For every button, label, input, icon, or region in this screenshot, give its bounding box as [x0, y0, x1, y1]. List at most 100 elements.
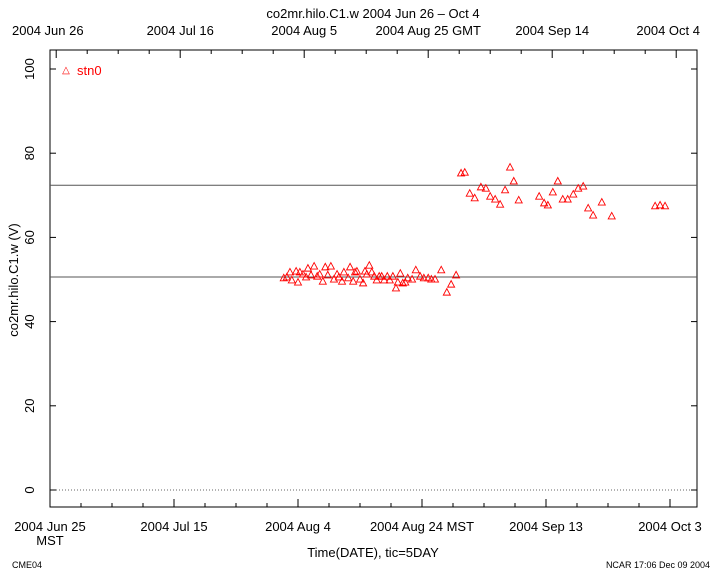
- data-point: [578, 181, 588, 190]
- legend: △ stn0: [62, 63, 101, 78]
- data-point: [306, 270, 316, 279]
- data-point: [607, 211, 616, 220]
- data-point: [293, 277, 303, 286]
- y-tick-label: 80: [22, 146, 37, 160]
- data-point: [460, 167, 470, 176]
- data-point: [282, 272, 292, 281]
- data-point: [352, 266, 362, 275]
- data-point: [295, 267, 305, 276]
- data-point: [391, 283, 401, 292]
- data-point: [315, 269, 324, 278]
- x-tick-label: 2004 Jun 25: [14, 519, 86, 534]
- x-tick-label: 2004 Aug 4: [265, 519, 331, 534]
- data-point: [385, 275, 395, 284]
- data-point: [358, 278, 368, 287]
- data-point: [279, 273, 288, 282]
- data-point: [442, 287, 452, 296]
- data-point: [476, 182, 486, 191]
- data-point: [563, 194, 572, 203]
- data-point: [583, 203, 593, 212]
- y-tick-label: 60: [22, 230, 37, 244]
- data-point: [312, 271, 322, 280]
- x-tick-label: 2004 Jul 15: [140, 519, 207, 534]
- data-point: [446, 279, 456, 288]
- data-point: [451, 270, 461, 279]
- data-point: [588, 210, 598, 219]
- data-point: [553, 176, 563, 185]
- data-point: [309, 261, 319, 270]
- y-axis-label: co2mr.hilo.C1.w (V): [6, 223, 21, 336]
- data-point: [285, 267, 295, 276]
- data-point: [343, 273, 353, 282]
- x-tick-sub-label: MST: [36, 533, 64, 548]
- data-point: [481, 183, 491, 192]
- data-point: [379, 275, 389, 284]
- y-tick-label: 40: [22, 314, 37, 328]
- data-point: [396, 268, 405, 277]
- data-point: [318, 276, 328, 285]
- data-point: [650, 201, 660, 210]
- y-tick-label: 0: [22, 486, 37, 493]
- data-point: [350, 267, 360, 276]
- data-point: [569, 189, 578, 198]
- x-tick-label-top: 2004 Jul 16: [147, 23, 214, 38]
- data-point: [348, 276, 358, 285]
- data-point: [298, 269, 308, 278]
- data-point: [495, 199, 505, 208]
- data-point: [337, 276, 347, 285]
- footer-left: CME04: [12, 560, 42, 570]
- data-point: [534, 191, 544, 200]
- data-point: [539, 198, 549, 207]
- legend-label: stn0: [77, 63, 102, 78]
- data-point: [287, 275, 297, 284]
- data-point: [411, 265, 421, 274]
- data-point: [558, 194, 567, 203]
- data-point: [291, 266, 301, 275]
- data-point: [485, 191, 495, 200]
- x-tick-label: 2004 Oct 3: [638, 519, 702, 534]
- data-point: [543, 200, 553, 209]
- data-point: [372, 275, 381, 284]
- data-point: [415, 271, 425, 280]
- data-point: [514, 195, 523, 204]
- data-point: [365, 260, 374, 269]
- x-tick-label-top: 2004 Aug 25 GMT: [375, 23, 481, 38]
- data-point: [401, 277, 410, 286]
- data-point: [383, 271, 392, 280]
- chart-title: co2mr.hilo.C1.w 2004 Jun 26 – Oct 4: [266, 6, 479, 21]
- data-point: [388, 271, 398, 280]
- data-point: [377, 271, 386, 280]
- data-point: [655, 200, 665, 209]
- data-point: [419, 273, 429, 282]
- data-point: [393, 277, 403, 286]
- data-point: [490, 194, 500, 203]
- x-tick-label: 2004 Aug 24 MST: [370, 519, 474, 534]
- data-point: [323, 270, 333, 279]
- x-tick-label-top: 2004 Sep 14: [515, 23, 589, 38]
- data-point: [660, 201, 670, 210]
- x-tick-label-top: 2004 Aug 5: [271, 23, 337, 38]
- legend-marker: △: [62, 65, 70, 76]
- data-point: [303, 263, 313, 272]
- data-point: [367, 267, 377, 276]
- data-point: [465, 188, 474, 197]
- data-point: [321, 262, 330, 271]
- data-point: [407, 274, 417, 283]
- data-point: [355, 274, 365, 283]
- data-point: [334, 272, 344, 281]
- data-point: [326, 261, 336, 270]
- data-point: [370, 271, 379, 280]
- data-point: [470, 193, 479, 202]
- x-axis-label: Time(DATE), tic=5DAY: [307, 545, 439, 560]
- x-tick-label-top: 2004 Jun 26: [12, 23, 84, 38]
- plot-frame: [49, 49, 698, 508]
- y-tick-label: 100: [22, 58, 37, 80]
- data-point: [339, 267, 349, 276]
- data-point: [430, 274, 440, 283]
- data-point: [505, 162, 515, 171]
- data-point: [509, 176, 519, 185]
- data-point: [403, 273, 412, 282]
- data-point: [597, 197, 607, 206]
- y-tick-label: 20: [22, 399, 37, 413]
